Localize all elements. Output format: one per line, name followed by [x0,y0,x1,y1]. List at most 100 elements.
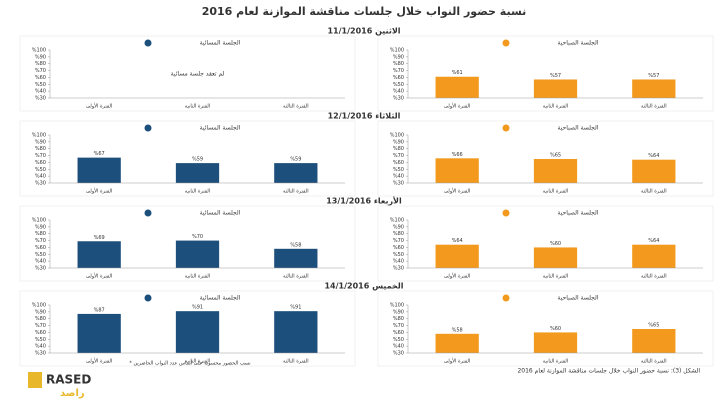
x-tick-label: الفترة الأولى [444,358,470,365]
y-tick-label: %40 [393,259,404,265]
panel-icon [144,39,152,47]
value-label: %67 [94,151,105,157]
logo-arabic: راصد [60,388,85,399]
x-tick-label: الفترة الثالثة [641,274,667,280]
panel-frame [377,290,714,367]
bar [175,240,220,268]
y-tick-label: %80 [393,231,404,237]
y-tick-label: %70 [393,238,404,244]
value-label: %91 [290,305,301,311]
bar [435,76,479,98]
x-tick-label: الفترة الثانية [543,359,568,365]
y-tick-label: %90 [35,309,46,315]
y-tick-label: %100 [32,218,46,224]
y-tick-label: %100 [390,48,404,54]
bar [175,311,220,353]
day-header: الثلاثاء 12/1/2016 [328,112,401,121]
day-header: الخميس 14/1/2016 [324,282,403,292]
y-tick-label: %70 [35,238,46,244]
x-tick-label: الفترة الثانية [543,104,568,110]
y-tick-label: %80 [393,61,404,67]
bar [274,311,318,353]
value-label: %57 [550,73,561,79]
logo-icon [28,372,42,388]
y-tick-label: %50 [393,167,404,173]
y-tick-label: %70 [35,323,46,329]
y-tick-label: %90 [35,139,46,145]
panel-frame [377,205,714,282]
panel-title: الجلسة الصباحية [558,210,599,217]
y-tick-label: %100 [390,133,404,139]
bar [533,159,578,183]
value-label: %61 [452,70,463,76]
y-tick-label: %80 [35,61,46,67]
y-tick-label: %50 [35,82,46,88]
panel-frame [377,35,714,112]
bar [632,79,676,98]
y-tick-label: %100 [32,303,46,309]
y-tick-label: %70 [393,323,404,329]
value-label: %91 [192,305,203,311]
caption: الشكل (3): نسبة حضور النواب خلال جلسات م… [517,368,700,375]
bar [435,244,479,268]
y-tick-label: %50 [393,82,404,88]
x-tick-label: الفترة الثانية [185,189,210,195]
y-tick-label: %50 [393,252,404,258]
panel-title: الجلسة الصباحية [558,125,599,132]
x-tick-label: الفترة الثالثة [283,189,309,195]
panel-title: الجلسة الصباحية [558,40,599,47]
y-tick-label: %30 [35,351,46,357]
value-label: %70 [192,234,203,240]
value-label: %64 [452,238,463,244]
panel-title: الجلسة المسائية [200,295,241,302]
x-tick-label: الفترة الأولى [444,103,470,110]
y-tick-label: %90 [393,139,404,145]
y-tick-label: %90 [393,309,404,315]
panel-icon [502,124,510,132]
panel-title: الجلسة الصباحية [558,295,599,302]
panel-frame [19,290,356,367]
y-tick-label: %100 [32,48,46,54]
panel-frame [19,205,356,282]
y-tick-label: %70 [35,68,46,74]
y-tick-label: %90 [35,54,46,60]
x-tick-label: الفترة الثالثة [641,359,667,365]
y-tick-label: %90 [393,224,404,230]
x-tick-label: الفترة الثانية [543,189,568,195]
panel-icon [144,124,152,132]
y-tick-label: %50 [35,252,46,258]
panel-icon [502,294,510,302]
y-tick-label: %60 [35,160,46,166]
y-tick-label: %60 [393,245,404,251]
x-tick-label: الفترة الأولى [86,103,112,110]
y-tick-label: %100 [32,133,46,139]
y-tick-label: %60 [35,245,46,251]
value-label: %57 [648,73,659,79]
y-tick-label: %60 [393,330,404,336]
day-header: الاثنين 11/1/2016 [327,27,400,36]
footnote: * نسب الحضور محسوبة على أساس عدد النواب … [129,360,250,367]
panel-title: الجلسة المسائية [200,210,241,217]
panel-title: الجلسة المسائية [200,40,241,47]
x-tick-label: الفترة الثالثة [283,104,309,110]
value-label: %60 [550,241,561,247]
value-label: %65 [550,153,561,159]
bar [533,79,578,98]
y-tick-label: %80 [35,146,46,152]
panel-icon [502,39,510,47]
y-tick-label: %30 [35,96,46,102]
bar [175,163,220,183]
x-tick-label: الفترة الثالثة [283,359,309,365]
y-tick-label: %50 [393,337,404,343]
y-tick-label: %30 [393,96,404,102]
bar [274,163,318,183]
x-tick-label: الفترة الأولى [86,188,112,195]
y-tick-label: %100 [390,218,404,224]
panel-icon [144,209,152,217]
bar [632,159,676,183]
bar [435,158,479,183]
title: نسبة حضور النواب خلال جلسات مناقشة الموا… [202,5,527,18]
x-tick-label: الفترة الثالثة [283,274,309,280]
value-label: %66 [452,152,463,158]
bar [77,241,121,268]
